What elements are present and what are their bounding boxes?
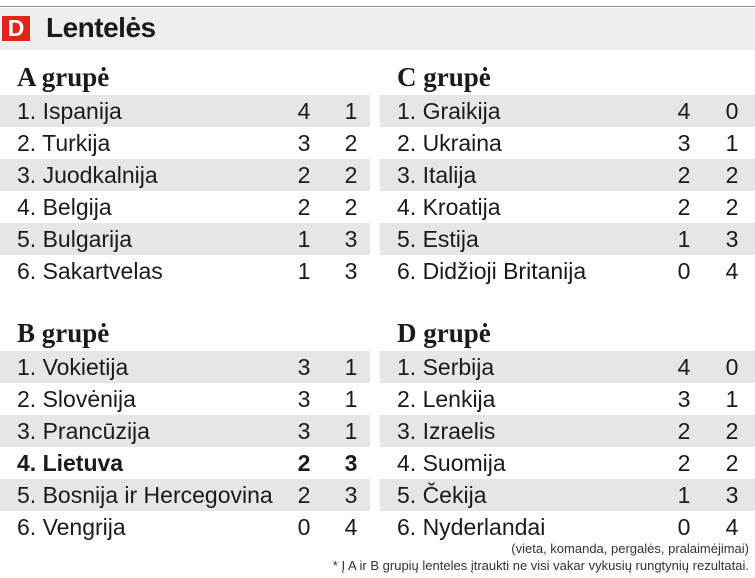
team-name: 4. Suomija <box>397 450 506 476</box>
losses-value: 1 <box>344 98 358 124</box>
team-name: 5. Bulgarija <box>17 226 133 252</box>
group-title: D grupė <box>397 318 491 348</box>
losses-value: 1 <box>725 130 739 156</box>
wins-value: 2 <box>677 194 691 220</box>
team-name: 2. Turkija <box>17 130 111 156</box>
team-name: 5. Bosnija ir Hercegovina <box>17 482 273 508</box>
row-stripe <box>0 95 370 127</box>
team-name: 6. Vengrija <box>17 514 126 540</box>
wins-value: 1 <box>677 482 691 508</box>
brand-logo: D <box>2 16 30 41</box>
losses-value: 0 <box>725 354 739 380</box>
losses-value: 2 <box>725 450 739 476</box>
row-stripe <box>380 415 755 447</box>
wins-value: 2 <box>297 450 311 476</box>
team-name: 2. Slovėnija <box>17 386 136 412</box>
wins-value: 2 <box>677 450 691 476</box>
wins-value: 0 <box>297 514 311 540</box>
wins-value: 1 <box>677 226 691 252</box>
row-stripe <box>0 351 370 383</box>
wins-value: 4 <box>677 354 691 380</box>
row-stripe <box>380 95 755 127</box>
team-name: 5. Estija <box>397 226 479 252</box>
losses-value: 2 <box>725 194 739 220</box>
row-stripe <box>0 223 370 255</box>
group-title: B grupė <box>17 318 110 348</box>
losses-value: 0 <box>725 98 739 124</box>
team-name: 4. Lietuva <box>17 450 124 476</box>
row-stripe <box>0 159 370 191</box>
losses-value: 3 <box>344 482 358 508</box>
row-stripe <box>380 223 755 255</box>
group-title: C grupė <box>397 62 491 92</box>
wins-value: 2 <box>297 194 311 220</box>
row-stripe <box>0 479 370 511</box>
wins-value: 0 <box>677 258 691 284</box>
top-rule <box>0 6 755 7</box>
losses-value: 3 <box>344 450 358 476</box>
team-name: 2. Lenkija <box>397 386 496 412</box>
team-name: 3. Prancūzija <box>17 418 150 444</box>
wins-value: 3 <box>677 386 691 412</box>
page-title: Lentelės <box>46 12 156 43</box>
wins-value: 4 <box>297 98 311 124</box>
losses-value: 2 <box>725 418 739 444</box>
losses-value: 1 <box>725 386 739 412</box>
team-name: 1. Ispanija <box>17 98 122 124</box>
team-name: 2. Ukraina <box>397 130 502 156</box>
wins-value: 2 <box>297 482 311 508</box>
team-name: 6. Didžioji Britanija <box>397 258 587 284</box>
section-header <box>0 8 755 50</box>
losses-value: 2 <box>725 162 739 188</box>
wins-value: 3 <box>297 130 311 156</box>
team-name: 3. Italija <box>397 162 477 188</box>
losses-value: 3 <box>725 226 739 252</box>
wins-value: 2 <box>677 162 691 188</box>
wins-value: 1 <box>297 226 311 252</box>
team-name: 3. Juodkalnija <box>17 162 158 188</box>
wins-value: 2 <box>677 418 691 444</box>
team-name: 6. Sakartvelas <box>17 258 163 284</box>
wins-value: 3 <box>677 130 691 156</box>
row-stripe <box>0 415 370 447</box>
team-name: 4. Kroatija <box>397 194 501 220</box>
losses-value: 2 <box>344 162 358 188</box>
losses-value: 1 <box>344 418 358 444</box>
team-name: 3. Izraelis <box>397 418 496 444</box>
wins-value: 2 <box>297 162 311 188</box>
row-stripe <box>380 351 755 383</box>
team-name: 1. Serbija <box>397 354 495 380</box>
losses-value: 3 <box>725 482 739 508</box>
team-name: 1. Vokietija <box>17 354 129 380</box>
team-name: 1. Graikija <box>397 98 501 124</box>
losses-value: 3 <box>344 258 358 284</box>
wins-value: 1 <box>297 258 311 284</box>
row-stripe <box>380 159 755 191</box>
wins-value: 0 <box>677 514 691 540</box>
group-title: A grupė <box>17 62 110 92</box>
losses-value: 2 <box>344 194 358 220</box>
wins-value: 3 <box>297 418 311 444</box>
losses-value: 2 <box>344 130 358 156</box>
wins-value: 3 <box>297 386 311 412</box>
footnote: * Į A ir B grupių lenteles įtraukti ne v… <box>332 558 749 573</box>
losses-value: 4 <box>725 258 739 284</box>
team-name: 4. Belgija <box>17 194 112 220</box>
wins-value: 4 <box>677 98 691 124</box>
losses-value: 1 <box>344 386 358 412</box>
legend-note: (vieta, komanda, pergalės, pralaimėjimai… <box>511 541 749 556</box>
losses-value: 3 <box>344 226 358 252</box>
losses-value: 1 <box>344 354 358 380</box>
wins-value: 3 <box>297 354 311 380</box>
losses-value: 4 <box>344 514 358 540</box>
team-name: 6. Nyderlandai <box>397 514 546 540</box>
team-name: 5. Čekija <box>397 482 487 508</box>
losses-value: 4 <box>725 514 739 540</box>
row-stripe <box>380 479 755 511</box>
